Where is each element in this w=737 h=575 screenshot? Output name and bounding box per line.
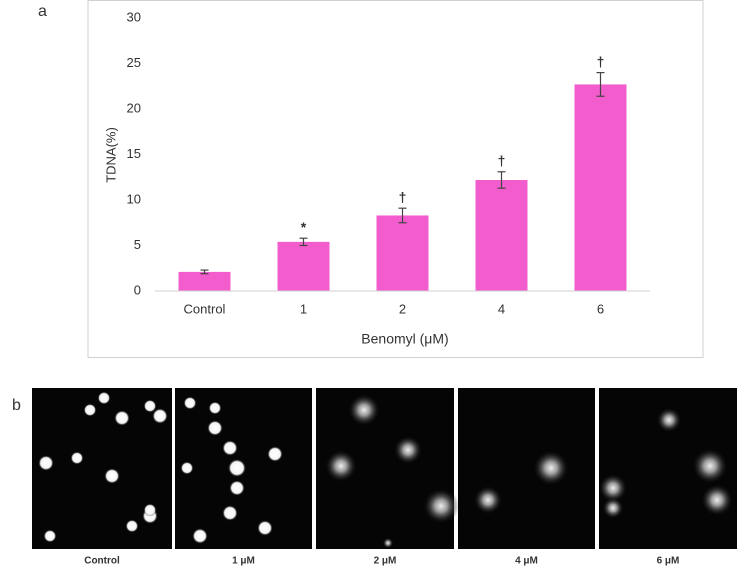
nucleus	[473, 485, 503, 515]
nucleus	[114, 410, 130, 426]
significance-marker: †	[498, 152, 506, 168]
nucleus	[656, 407, 682, 433]
nucleus	[423, 488, 459, 524]
nucleus	[347, 393, 381, 427]
bar	[475, 179, 528, 291]
y-tick-label: 15	[127, 146, 141, 161]
nucleus	[97, 391, 111, 405]
chart-frame	[87, 0, 704, 358]
image-label: Control	[84, 556, 120, 567]
x-axis-label: Benomyl (μM)	[361, 331, 448, 347]
y-tick-label: 5	[134, 237, 141, 252]
y-axis-label: TDNA(%)	[103, 127, 118, 183]
nucleus	[324, 449, 358, 483]
image-label: 2 μM	[374, 556, 397, 567]
x-tick-label: 2	[399, 301, 406, 316]
nucleus	[222, 440, 238, 456]
nucleus	[267, 446, 283, 462]
nucleus	[43, 529, 57, 543]
panel-label: a	[38, 3, 47, 20]
nucleus	[38, 455, 54, 471]
image-label: 1 μM	[232, 556, 255, 567]
bar	[277, 241, 330, 291]
error-bar	[398, 207, 407, 224]
nucleus	[125, 519, 139, 533]
error-bar	[596, 71, 605, 97]
nucleus	[382, 537, 394, 549]
x-tick-label: Control	[184, 301, 226, 316]
y-tick-label: 30	[127, 9, 141, 24]
y-tick-label: 0	[134, 282, 141, 297]
nucleus	[152, 408, 168, 424]
nucleus	[180, 461, 194, 475]
panel-label: b	[12, 397, 21, 414]
nucleus	[143, 399, 157, 413]
bar	[178, 271, 231, 291]
nucleus	[83, 403, 97, 417]
error-bar	[497, 171, 506, 189]
nucleus	[207, 420, 223, 436]
nucleus	[192, 528, 208, 544]
significance-marker: †	[597, 53, 605, 69]
image-label: 6 μM	[657, 556, 680, 567]
nucleus	[222, 505, 238, 521]
bar	[376, 215, 429, 291]
x-tick-label: 6	[597, 301, 604, 316]
nucleus	[70, 451, 84, 465]
nucleus	[602, 497, 624, 519]
bar	[574, 84, 627, 292]
image-label: 4 μM	[515, 556, 538, 567]
nucleus	[208, 401, 222, 415]
nucleus	[257, 520, 273, 536]
x-tick-label: 4	[498, 301, 505, 316]
nucleus	[700, 483, 734, 517]
significance-marker: †	[399, 189, 407, 205]
nucleus	[393, 435, 423, 465]
nucleus	[143, 503, 157, 517]
error-bar	[200, 269, 209, 275]
nucleus	[229, 480, 245, 496]
x-tick-label: 1	[300, 301, 307, 316]
y-tick-label: 20	[127, 100, 141, 115]
micrograph	[458, 388, 595, 549]
error-bar	[299, 237, 308, 247]
nucleus	[598, 473, 628, 503]
nucleus	[692, 448, 728, 484]
nucleus	[183, 396, 197, 410]
significance-marker: *	[301, 219, 307, 235]
nucleus	[104, 468, 120, 484]
nucleus	[227, 458, 247, 478]
nucleus	[533, 450, 569, 486]
y-tick-label: 10	[127, 191, 141, 206]
y-tick-label: 25	[127, 55, 141, 70]
